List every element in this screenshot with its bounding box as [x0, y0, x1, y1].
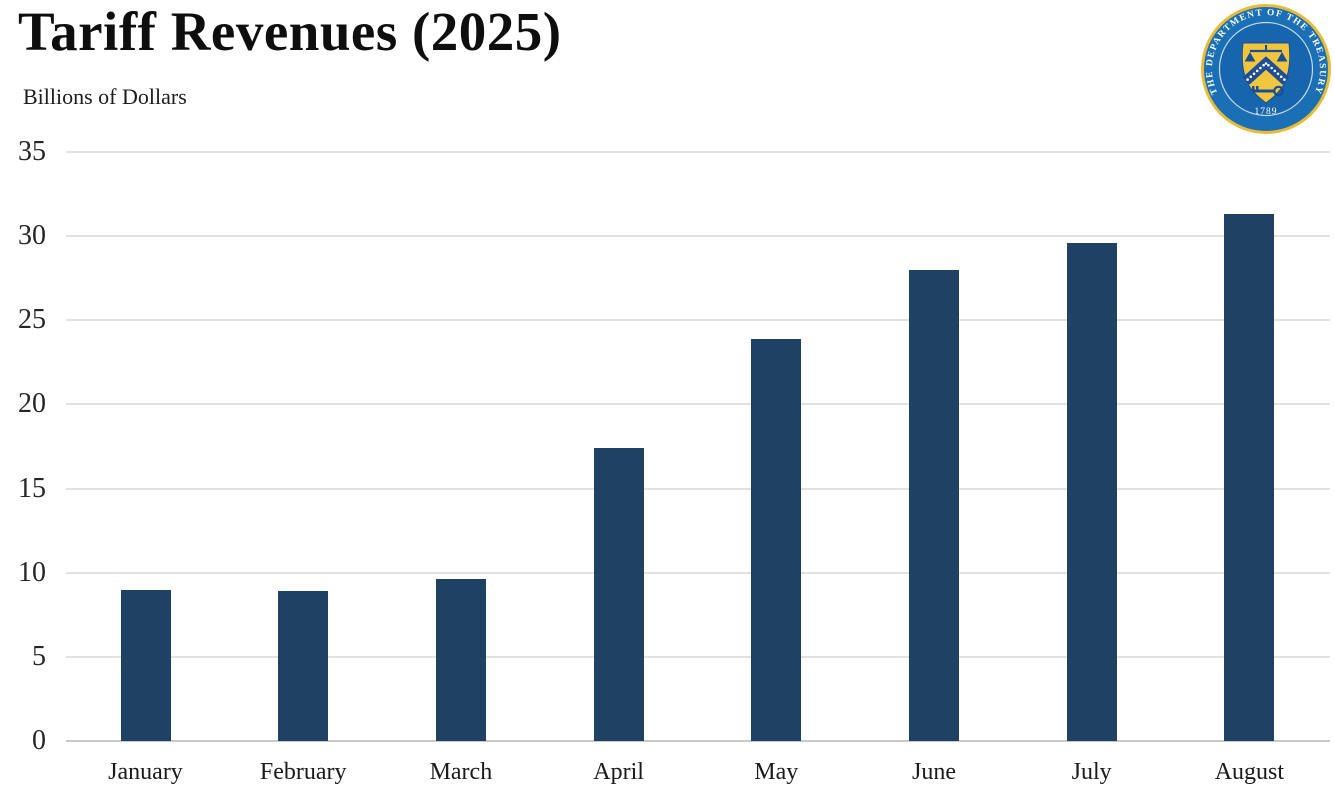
seal-year-label: 1789 — [1255, 107, 1278, 117]
seal-shield — [1241, 42, 1291, 104]
bar-july — [1066, 242, 1117, 741]
x-tick-label-july: July — [1071, 759, 1112, 785]
gridline-10 — [66, 571, 1330, 574]
y-tick-label-20: 20 — [18, 388, 46, 420]
y-tick-label-10: 10 — [18, 556, 46, 588]
x-tick-label-january: January — [108, 759, 183, 785]
x-tick-label-june: June — [912, 759, 956, 785]
gridline-30 — [66, 235, 1330, 238]
gridline-5 — [66, 655, 1330, 658]
key-icon — [1252, 85, 1284, 97]
y-tick-label-35: 35 — [18, 136, 46, 167]
bar-august — [1224, 214, 1275, 741]
bar-march — [435, 579, 486, 741]
page-title: Tariff Revenues (2025) — [18, 1, 562, 62]
gridline-35 — [66, 151, 1330, 153]
treasury-seal-icon: THE DEPARTMENT OF THE TREASURY — [1201, 4, 1331, 134]
y-tick-label-30: 30 — [18, 220, 46, 252]
bar-june — [909, 269, 959, 741]
x-tick-label-february: February — [259, 759, 347, 785]
bar-april — [593, 448, 644, 741]
bar-may — [751, 338, 802, 741]
y-tick-label-0: 0 — [32, 725, 46, 756]
gridline-15 — [66, 487, 1330, 490]
x-tick-label-august: August — [1214, 759, 1285, 785]
treasury-seal-logo: THE DEPARTMENT OF THE TREASURY — [1200, 3, 1332, 135]
gridline-0 — [66, 740, 1330, 742]
y-axis-units-label: Billions of Dollars — [23, 84, 187, 109]
x-tick-label-may: May — [754, 759, 799, 785]
bar-february — [278, 591, 329, 741]
chevron-with-stars — [1242, 56, 1290, 85]
scales-of-justice-icon — [1244, 45, 1288, 62]
y-tick-label-5: 5 — [32, 640, 46, 672]
gridline-25 — [66, 319, 1330, 322]
bar-january — [120, 589, 171, 741]
y-tick-label-25: 25 — [18, 304, 46, 336]
gridline-20 — [66, 403, 1330, 406]
x-tick-label-april: April — [593, 759, 644, 785]
x-tick-label-march: March — [429, 759, 493, 785]
y-tick-label-15: 15 — [18, 472, 46, 504]
